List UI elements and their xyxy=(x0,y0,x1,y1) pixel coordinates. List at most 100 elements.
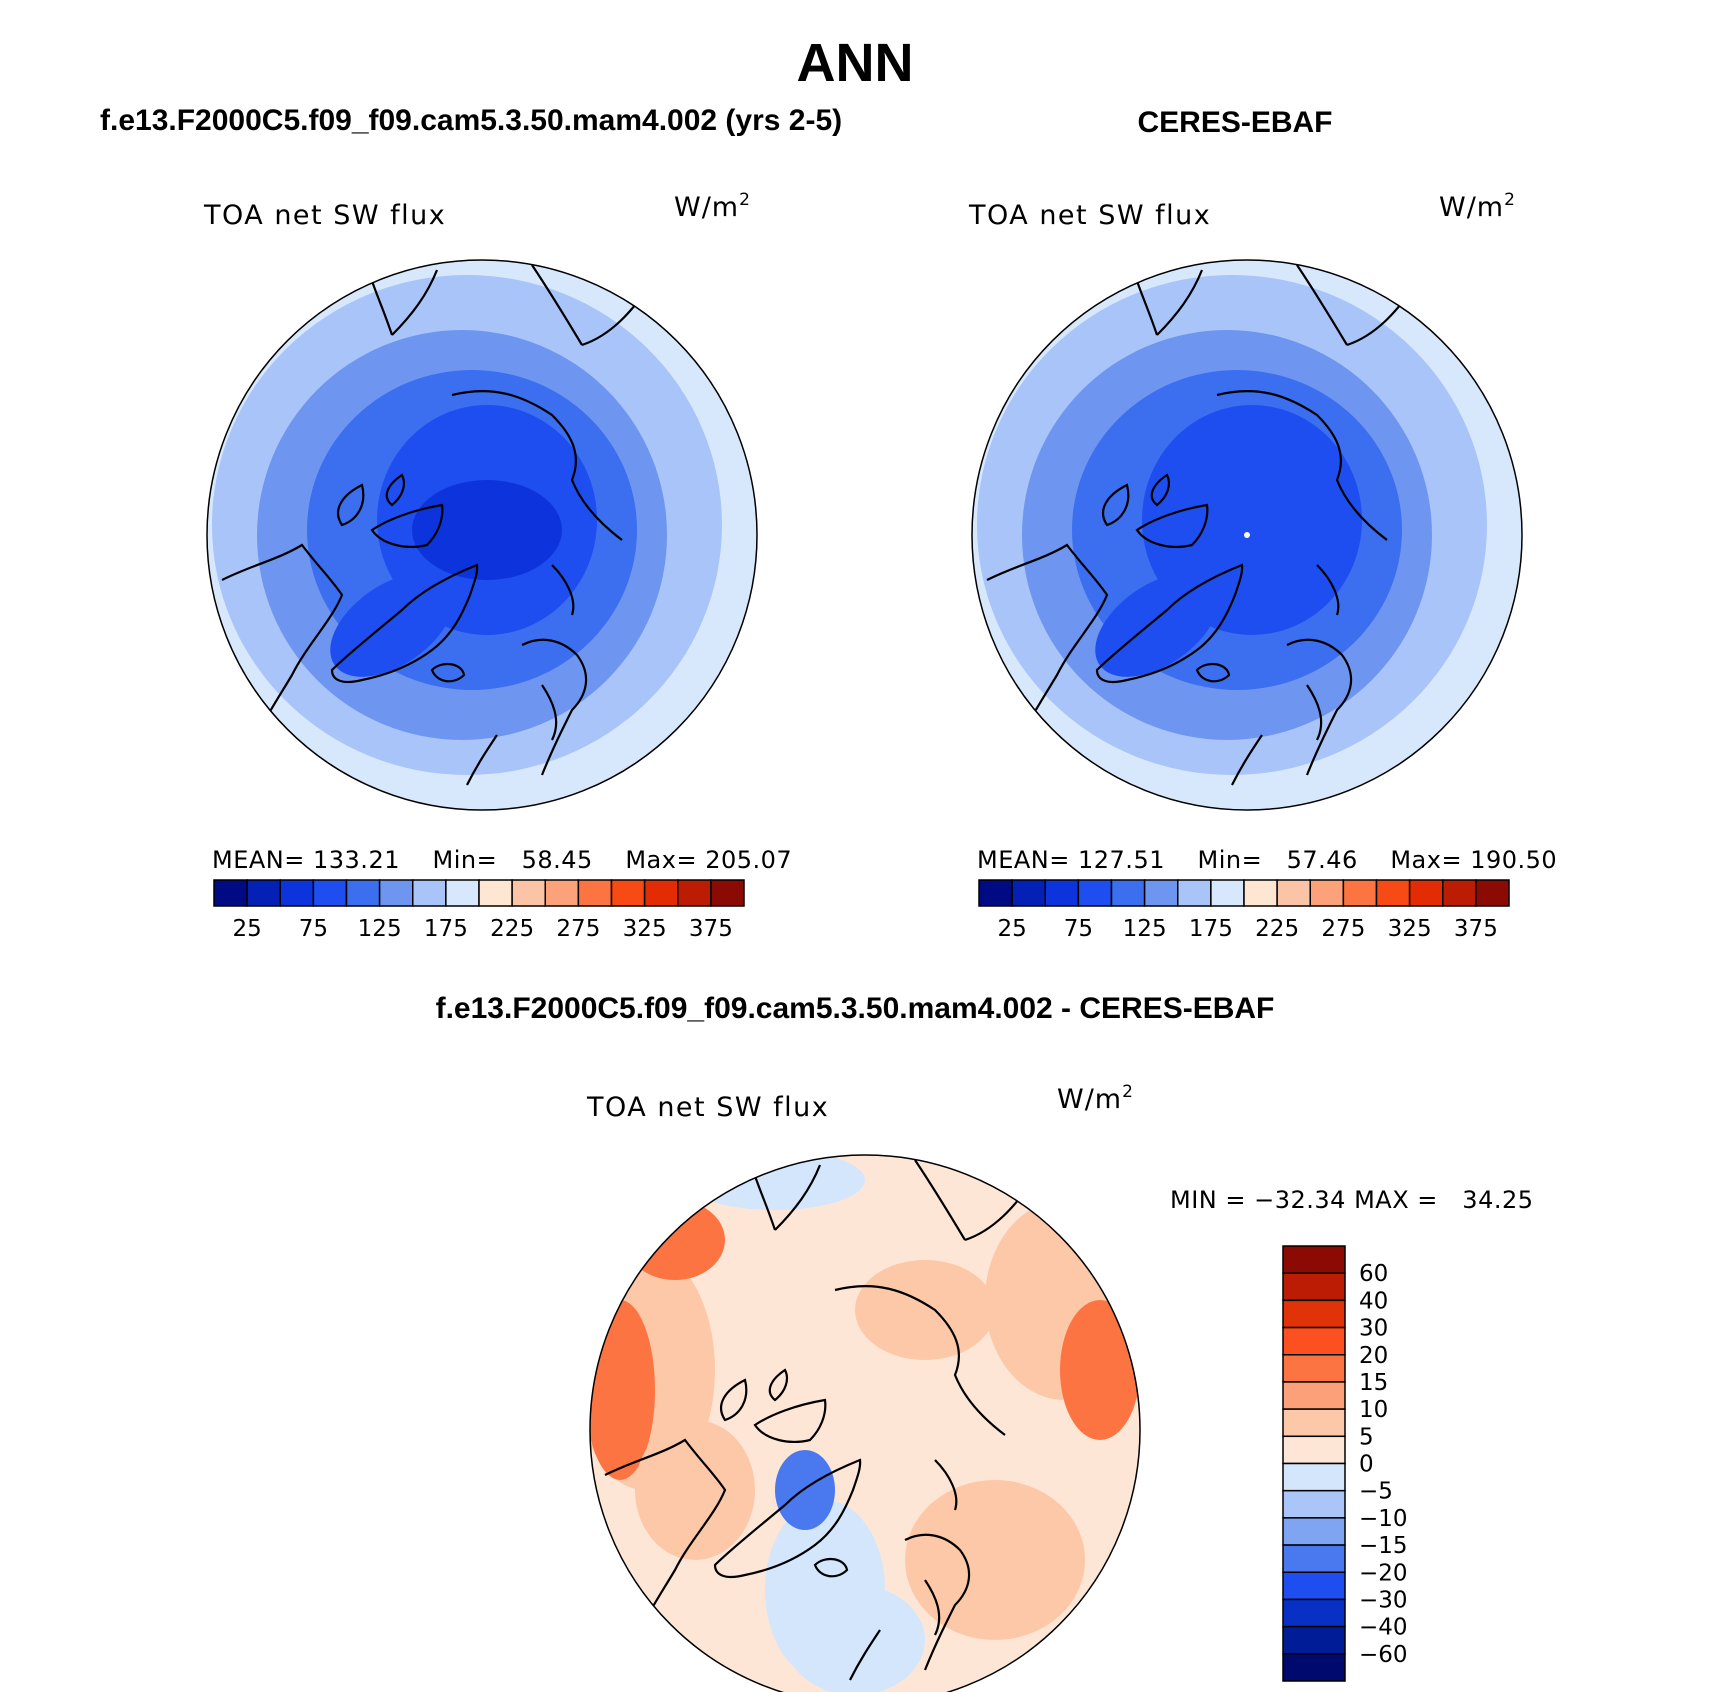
colorbar-box xyxy=(1110,879,1146,907)
colorbar-tick-label: 375 xyxy=(1454,916,1498,942)
obs-pole-marker xyxy=(1244,532,1250,538)
colorbar-box xyxy=(312,879,348,907)
colorbar-tick-label: −15 xyxy=(1359,1533,1408,1559)
diff-map xyxy=(589,1154,1141,1692)
colorbar-box xyxy=(1282,1517,1346,1546)
colorbar-box xyxy=(1375,879,1411,907)
diff-map-border xyxy=(589,1154,1141,1692)
colorbar-tick-label: 175 xyxy=(1189,916,1233,942)
main-title: ANN xyxy=(796,33,914,93)
colorbar-box xyxy=(1210,879,1245,907)
colorbar-tick-label: 40 xyxy=(1359,1288,1388,1314)
colorbar-box xyxy=(1342,879,1378,907)
colorbar-tick-label: −30 xyxy=(1359,1587,1408,1613)
colorbar-box xyxy=(246,879,281,907)
colorbar-box xyxy=(1143,879,1179,907)
colorbar-box xyxy=(1282,1272,1346,1302)
model-units-label: W/m2 xyxy=(674,190,751,223)
colorbar-box xyxy=(710,879,745,907)
colorbar-box xyxy=(1243,879,1278,907)
diff-blob xyxy=(625,1200,725,1280)
colorbar-tick-label: 275 xyxy=(556,916,600,942)
colorbar-tick-label: 125 xyxy=(1123,916,1167,942)
colorbar-tick-label: 15 xyxy=(1359,1370,1388,1396)
obs-colorbar: 25 75 125 175 225 275 325 375 xyxy=(978,879,1510,942)
model-stats: MEAN= 133.21 Min= 58.45 Max= 205.07 xyxy=(212,846,793,874)
colorbar-tick-label: −60 xyxy=(1359,1642,1408,1668)
shade-greenland xyxy=(330,573,454,677)
model-map-fill xyxy=(207,260,757,810)
obs-panel-header: CERES-EBAF xyxy=(1137,106,1333,139)
obs-stats: MEAN= 127.51 Min= 57.46 Max= 190.50 xyxy=(977,846,1558,874)
colorbar-tick-label: 0 xyxy=(1359,1452,1374,1478)
diff-variable-label: TOA net SW flux xyxy=(587,1092,830,1123)
diff-blob xyxy=(905,1480,1085,1640)
colorbar-tick-label: 175 xyxy=(424,916,468,942)
colorbar-box xyxy=(1408,879,1444,907)
colorbar-box xyxy=(1282,1489,1346,1519)
diff-blob xyxy=(1060,1300,1140,1440)
colorbar-tick-label: 10 xyxy=(1359,1397,1388,1423)
shade-greenland xyxy=(1095,573,1219,677)
colorbar-box xyxy=(1282,1381,1346,1410)
model-panel-header: f.e13.F2000C5.f09_f09.cam5.3.50.mam4.002… xyxy=(100,104,843,137)
colorbar-box xyxy=(1044,879,1080,907)
colorbar-tick-label: 75 xyxy=(299,916,328,942)
colorbar-box xyxy=(378,879,414,907)
colorbar-box xyxy=(577,879,613,907)
colorbar-tick-label: −20 xyxy=(1359,1560,1408,1586)
colorbar-box xyxy=(478,879,513,907)
colorbar-box xyxy=(1282,1435,1346,1465)
diff-panel-header: f.e13.F2000C5.f09_f09.cam5.3.50.mam4.002… xyxy=(435,992,1275,1025)
colorbar-box xyxy=(1282,1408,1346,1438)
colorbar-box xyxy=(1177,879,1212,907)
colorbar-box xyxy=(610,879,646,907)
colorbar-box xyxy=(1282,1326,1346,1356)
colorbar-box xyxy=(1077,879,1113,907)
colorbar-tick-label: −40 xyxy=(1359,1615,1408,1641)
obs-map xyxy=(971,259,1523,811)
shade-band-deep xyxy=(412,480,562,580)
colorbar-box xyxy=(1282,1462,1346,1492)
colorbar-tick-label: 375 xyxy=(689,916,733,942)
colorbar-tick-label: 25 xyxy=(232,916,261,942)
colorbar-box xyxy=(1282,1598,1346,1628)
colorbar-tick-label: −5 xyxy=(1359,1479,1393,1505)
diff-blob xyxy=(775,1450,835,1530)
colorbar-tick-label: 60 xyxy=(1359,1261,1388,1287)
colorbar-tick-label: 125 xyxy=(358,916,402,942)
colorbar-tick-label: 30 xyxy=(1359,1316,1388,1342)
colorbar-box xyxy=(1011,879,1046,907)
colorbar-box xyxy=(1475,879,1510,907)
colorbar-box xyxy=(643,879,679,907)
colorbar-box xyxy=(445,879,480,907)
colorbar-box xyxy=(1282,1544,1346,1573)
obs-variable-label: TOA net SW flux xyxy=(969,200,1212,231)
colorbar-box xyxy=(1282,1571,1346,1601)
colorbar-tick-label: 225 xyxy=(1255,916,1299,942)
colorbar-tick-label: 275 xyxy=(1321,916,1365,942)
colorbar-box xyxy=(544,879,580,907)
colorbar-tick-label: 20 xyxy=(1359,1343,1388,1369)
model-variable-label: TOA net SW flux xyxy=(204,200,447,231)
colorbar-tick-label: 325 xyxy=(1388,916,1432,942)
obs-map-border xyxy=(971,259,1523,811)
model-map xyxy=(206,259,758,811)
colorbar-tick-label: 25 xyxy=(997,916,1026,942)
colorbar-box xyxy=(1282,1245,1346,1274)
model-map-border xyxy=(206,259,758,811)
colorbar-box xyxy=(412,879,447,907)
colorbar-box xyxy=(978,879,1013,907)
colorbar-box xyxy=(1282,1625,1346,1655)
colorbar-box xyxy=(213,879,248,907)
colorbar-box xyxy=(1282,1354,1346,1383)
model-colorbar: 25 75 125 175 225 275 325 375 xyxy=(213,879,745,942)
colorbar-box xyxy=(1309,879,1345,907)
colorbar-box xyxy=(1282,1299,1346,1329)
colorbar-box xyxy=(511,879,546,907)
colorbar-box xyxy=(677,879,712,907)
diff-units-label: W/m2 xyxy=(1057,1082,1134,1115)
colorbar-tick-label: −10 xyxy=(1359,1506,1408,1532)
diff-stats: MIN = −32.34 MAX = 34.25 xyxy=(1170,1186,1534,1214)
